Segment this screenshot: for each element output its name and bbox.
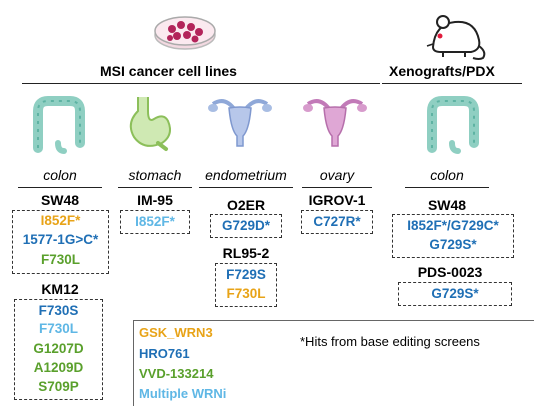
cell-line-im95: IM-95: [137, 192, 173, 208]
mutation-box-igrov-1: C727R*: [301, 210, 373, 234]
uterus-icon: [208, 99, 272, 147]
tissue-label-ovary: ovary: [319, 167, 355, 183]
tissue-label-colon: colon: [430, 167, 464, 183]
tissue-rule-colon-xeno: [405, 187, 489, 188]
mutation-label: C727R*: [313, 214, 361, 229]
colon-icon: [427, 96, 479, 154]
mutation-box-o2er: G729D*: [210, 214, 282, 238]
tissue-rule-stomach: [118, 187, 192, 188]
xeno-header-rule: [382, 83, 522, 84]
mutation-label: S709P: [38, 379, 79, 394]
cell-line-pds-0023: PDS-0023: [417, 264, 483, 280]
msi-header: MSI cancer cell lines: [100, 63, 237, 79]
mutation-box-km12: F730S F730L G1207D A1209D S709P: [14, 299, 103, 400]
mutation-label: F729S: [226, 267, 266, 282]
legend-item-gsk-wrn3: GSK_WRN3: [139, 325, 213, 340]
mutation-label: I852F*: [135, 214, 175, 229]
cell-line-sw48: SW48: [40, 192, 80, 208]
mutation-label: G729D*: [221, 218, 271, 233]
mutation-box-pds-0023: G729S*: [398, 282, 512, 306]
mutation-label: 1577-1G>C*: [22, 232, 99, 247]
xenograft-header: Xenografts/PDX: [389, 63, 495, 79]
mutation-label: A1209D: [33, 360, 84, 375]
tissue-rule-ovary: [302, 187, 372, 188]
cell-line-igrov-1: IGROV-1: [308, 192, 366, 208]
mouse-icon: [426, 15, 486, 60]
mutation-label: I852F*/G729C*: [407, 218, 499, 233]
mutation-label: G729S*: [429, 237, 477, 252]
mutation-label: F730L: [38, 321, 79, 336]
legend-frame: [133, 320, 534, 406]
cell-line-rl95-2: RL95-2: [222, 245, 270, 261]
legend-item-hro761: HRO761: [139, 346, 190, 361]
cell-line-o2er: O2ER: [226, 197, 266, 213]
mutation-label: F730S: [38, 303, 79, 318]
mutation-box-im95: I852F*: [120, 210, 190, 234]
mutation-box-sw48-xenograft: I852F*/G729C* G729S*: [392, 214, 514, 258]
stomach-icon: [129, 97, 171, 151]
msi-header-rule: [22, 83, 380, 84]
mutation-label: G729S*: [431, 286, 479, 301]
legend-footnote: *Hits from base editing screens: [300, 334, 480, 349]
legend-item-vvd-133214: VVD-133214: [139, 366, 214, 381]
ovary-icon: [303, 99, 367, 147]
mutation-label: G1207D: [33, 341, 84, 356]
colon-icon: [33, 96, 85, 154]
legend-item-multiple-wrni: Multiple WRNi: [139, 386, 227, 401]
tissue-label-endometrium: endometrium: [205, 167, 287, 183]
tissue-rule-endometrium: [199, 187, 293, 188]
mutation-label: F730L: [40, 252, 81, 267]
tissue-rule-colon: [18, 187, 102, 188]
petri-dish-icon: [154, 16, 216, 50]
mutation-box-rl95-2: F729S F730L: [215, 263, 277, 307]
tissue-label-stomach: stomach: [128, 167, 182, 183]
cell-line-sw48-xenograft: SW48: [427, 197, 467, 213]
mutation-label: I852F*: [40, 213, 81, 228]
mutation-label: F730L: [226, 286, 266, 301]
mutation-box-sw48: I852F* 1577-1G>C* F730L: [12, 210, 109, 274]
tissue-label-colon: colon: [43, 167, 77, 183]
cell-line-km12: KM12: [41, 281, 79, 297]
